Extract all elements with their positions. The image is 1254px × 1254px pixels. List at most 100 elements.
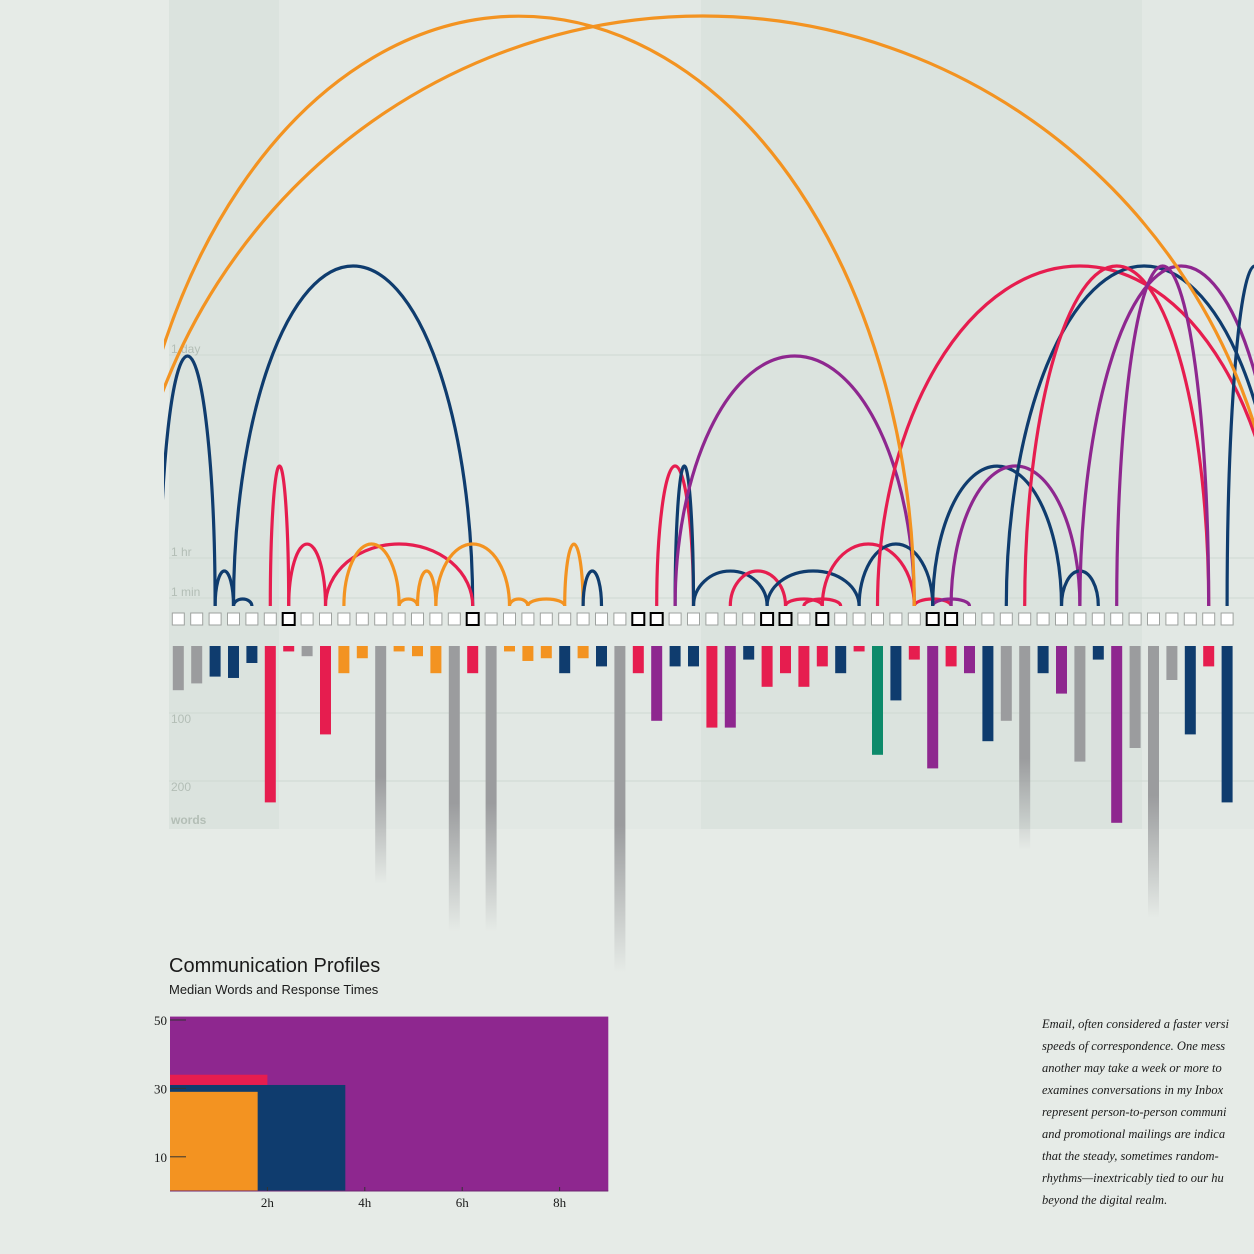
message-box	[337, 612, 351, 626]
word-bar	[1221, 646, 1233, 803]
word-bar	[1074, 646, 1086, 762]
word-bar	[1166, 646, 1178, 680]
word-bar	[1019, 646, 1031, 850]
word-bar	[706, 646, 718, 728]
profile-area	[170, 1074, 268, 1191]
word-bar	[908, 646, 920, 660]
profile-area	[170, 1016, 609, 1191]
essay-line: represent person-to-person communi	[1042, 1105, 1227, 1119]
word-bar	[412, 646, 423, 657]
reply-arc	[164, 14, 916, 607]
essay-line: examines conversations in my Inbox	[1042, 1083, 1224, 1097]
word-bar	[1184, 646, 1196, 735]
message-box	[797, 612, 811, 626]
reply-arc	[875, 264, 1254, 607]
word-bar	[191, 646, 203, 684]
x-tick-label: 2h	[261, 1195, 275, 1210]
essay-line: beyond the digital realm.	[1042, 1193, 1168, 1207]
word-bar	[890, 646, 902, 701]
message-box	[1165, 612, 1179, 626]
word-bar	[430, 646, 442, 674]
axis-label: 200	[171, 780, 191, 794]
message-box	[742, 612, 756, 626]
message-box	[539, 612, 553, 626]
essay-line: rhythms—inextricably tied to our hu	[1042, 1171, 1224, 1185]
message-box	[1183, 612, 1197, 626]
word-bar	[467, 646, 479, 674]
message-box	[1202, 612, 1216, 626]
y-tick-label: 30	[154, 1081, 167, 1096]
reply-arc	[673, 464, 696, 607]
message-box	[392, 612, 406, 626]
reply-arc	[434, 542, 512, 607]
reply-arc	[691, 569, 769, 607]
word-bar	[1111, 646, 1123, 823]
reply-arc	[1078, 264, 1254, 607]
reply-arc	[931, 464, 1064, 607]
word-bar	[761, 646, 773, 687]
message-box	[465, 612, 480, 626]
reply-arc	[287, 542, 328, 607]
shaded-band	[169, 0, 279, 829]
axis-label: 1 min	[171, 585, 200, 599]
word-bar	[338, 646, 350, 674]
axis-label: 1 hr	[171, 545, 192, 559]
word-bar	[393, 646, 405, 652]
message-box	[981, 612, 995, 626]
message-box	[723, 612, 737, 626]
word-bar	[614, 646, 626, 973]
reply-arc	[268, 464, 291, 607]
message-box	[613, 612, 627, 626]
word-bar	[1037, 646, 1049, 674]
y-tick-label: 50	[154, 1013, 167, 1028]
profile-chart-subtitle: Median Words and Response Times	[169, 982, 379, 997]
message-box	[999, 612, 1013, 626]
arcs-layer	[164, 14, 1254, 607]
message-box	[227, 612, 240, 626]
word-bar	[816, 646, 828, 667]
shaded-band	[701, 0, 1142, 829]
reply-arc	[164, 354, 217, 607]
message-box	[925, 612, 940, 626]
message-box	[963, 612, 976, 626]
word-bar	[1000, 646, 1012, 721]
word-bar	[1129, 646, 1141, 748]
message-box	[171, 612, 185, 626]
reply-arc	[1225, 264, 1254, 607]
essay-line: that the steady, sometimes random-	[1042, 1149, 1219, 1163]
word-bar	[1056, 646, 1067, 694]
reply-arc	[673, 354, 916, 607]
message-box	[778, 612, 793, 626]
message-box	[281, 612, 296, 626]
word-bar	[798, 646, 810, 687]
message-box	[668, 612, 682, 626]
message-box	[834, 612, 848, 626]
message-box	[1147, 612, 1160, 626]
word-bar	[1148, 646, 1159, 918]
message-box	[852, 612, 866, 626]
message-box	[503, 612, 516, 626]
reply-arc	[1023, 264, 1211, 607]
profile-area	[170, 1084, 346, 1191]
message-box	[871, 612, 884, 626]
message-box	[705, 612, 719, 626]
word-bar	[982, 646, 994, 742]
profile-area	[170, 1091, 258, 1191]
message-box	[263, 612, 277, 626]
word-bar	[1092, 646, 1104, 660]
word-bar	[780, 646, 791, 674]
reply-arc	[342, 542, 401, 607]
message-box	[1128, 612, 1142, 626]
word-bar	[1203, 646, 1215, 667]
reply-arc	[949, 464, 1082, 607]
message-box	[484, 612, 498, 626]
message-box	[1091, 612, 1105, 626]
word-bar	[927, 646, 939, 769]
message-box	[558, 612, 572, 626]
message-box	[687, 612, 700, 626]
word-bar	[172, 646, 184, 691]
message-box	[631, 612, 646, 626]
word-bar	[669, 646, 681, 667]
message-box	[944, 612, 959, 626]
word-bar	[448, 646, 460, 932]
